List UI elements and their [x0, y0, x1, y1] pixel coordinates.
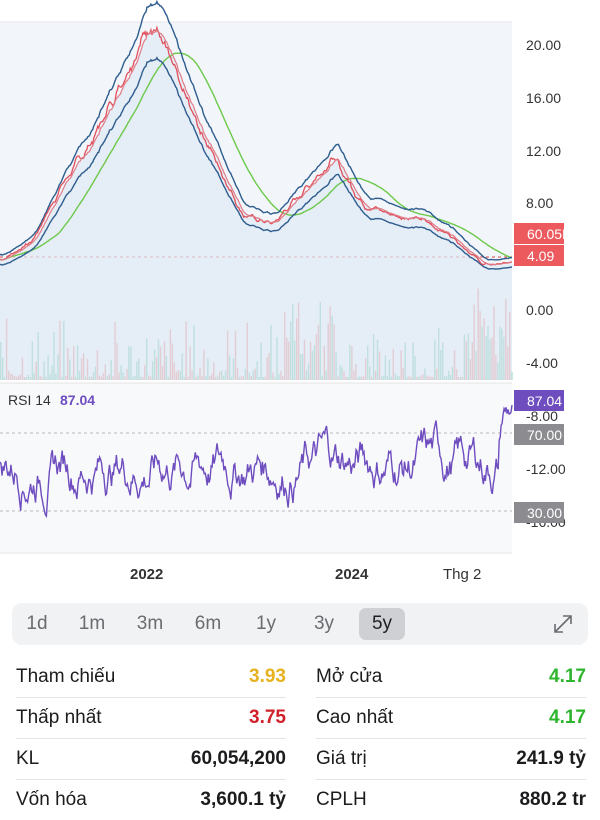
timeframe-3y[interactable]: 3y: [313, 613, 335, 634]
ma-long-line: [0, 52, 513, 261]
divider: [316, 779, 586, 780]
timeframe-6m[interactable]: 6m: [194, 613, 222, 634]
stat-label: Thấp nhất: [16, 707, 102, 728]
price-chart[interactable]: 20.00 16.00 12.00 8.00 0.00 -4.00 -8.00 …: [0, 0, 600, 590]
rsi-value-badge: [514, 390, 564, 411]
price-tick-label: 0.00: [526, 302, 553, 318]
stat-row: CPLH 880.2 tr: [316, 780, 586, 820]
volume-badge: [514, 223, 564, 244]
timeframe-1d[interactable]: 1d: [26, 613, 48, 634]
rsi-legend-value: 87.04: [60, 392, 95, 408]
time-tick-label: 2022: [130, 566, 163, 583]
price-tick-label: -12.00: [526, 461, 566, 477]
rsi-label: RSI 14: [8, 392, 51, 408]
band-upper-line: [0, 0, 512, 261]
stat-row: KL 60,054,200: [16, 739, 286, 779]
stat-label: Tham chiếu: [16, 666, 116, 687]
stat-row: Vốn hóa 3,600.1 tỷ: [16, 780, 286, 820]
stat-value: 4.17: [549, 666, 586, 687]
price-area-fill: [0, 29, 512, 380]
ma-mid-line: [0, 28, 513, 266]
divider: [16, 738, 286, 739]
timeframe-5y[interactable]: 5y: [359, 608, 405, 640]
stat-label: Giá trị: [316, 748, 367, 769]
price-chart-area[interactable]: 20.00 16.00 12.00 8.00 0.00 -4.00 -8.00 …: [0, 0, 600, 590]
time-tick-label: Thg 2: [443, 566, 481, 583]
price-tick-label: 20.00: [526, 37, 561, 53]
stat-label: Cao nhất: [316, 707, 394, 728]
time-tick-label: 2024: [335, 566, 369, 583]
price-badge: [514, 245, 564, 266]
divider: [316, 738, 586, 739]
timeframe-selector: 1d 1m 3m 6m 1y 3y 5y: [12, 603, 588, 645]
stat-value: 60,054,200: [190, 748, 286, 769]
stat-label: Vốn hóa: [16, 789, 87, 810]
rsi-line: [0, 404, 513, 519]
divider: [16, 779, 286, 780]
price-tick-label: -8.00: [526, 408, 558, 424]
stat-value: 3.93: [249, 666, 286, 687]
rsi-upper-badge: [514, 424, 564, 445]
stat-label: CPLH: [316, 789, 367, 810]
rsi-upper-badge-text: 70.00: [527, 427, 562, 443]
stat-row: Thấp nhất 3.75: [16, 698, 286, 738]
timeframe-1y[interactable]: 1y: [255, 613, 277, 634]
price-tick-label: -4.00: [526, 355, 558, 371]
stat-value: 3,600.1 tỷ: [200, 789, 286, 810]
stat-value: 3.75: [249, 707, 286, 728]
timeframe-3m[interactable]: 3m: [136, 613, 164, 634]
stat-row: Cao nhất 4.17: [316, 698, 586, 738]
stat-row: Tham chiếu 3.93: [16, 657, 286, 697]
divider: [16, 697, 286, 698]
stat-row: Mở cửa 4.17: [316, 657, 586, 697]
stat-row: Giá trị 241.9 tỷ: [316, 739, 586, 779]
stat-label: Mở cửa: [316, 666, 383, 687]
price-tick-label: 8.00: [526, 195, 553, 211]
rsi-lower-badge: [514, 502, 564, 523]
price-tick-label: 12.00: [526, 143, 561, 159]
rsi-lower-badge-text: 30.00: [527, 505, 562, 521]
stat-value: 880.2 tr: [519, 789, 586, 810]
divider: [316, 697, 586, 698]
price-badge-text: 4.09: [527, 248, 554, 264]
ma-short-line: [0, 25, 513, 266]
rsi-pane-bg: [0, 383, 512, 553]
timeframe-1m[interactable]: 1m: [78, 613, 106, 634]
stat-value: 241.9 tỷ: [516, 748, 586, 769]
volume-badge-text: 60.05M: [527, 226, 574, 242]
expand-icon[interactable]: [548, 609, 578, 639]
price-tick-label: 16.00: [526, 90, 561, 106]
stat-label: KL: [16, 748, 40, 769]
stat-value: 4.17: [549, 707, 586, 728]
rsi-value-badge-text: 87.04: [527, 393, 562, 409]
band-lower-line: [0, 56, 513, 270]
